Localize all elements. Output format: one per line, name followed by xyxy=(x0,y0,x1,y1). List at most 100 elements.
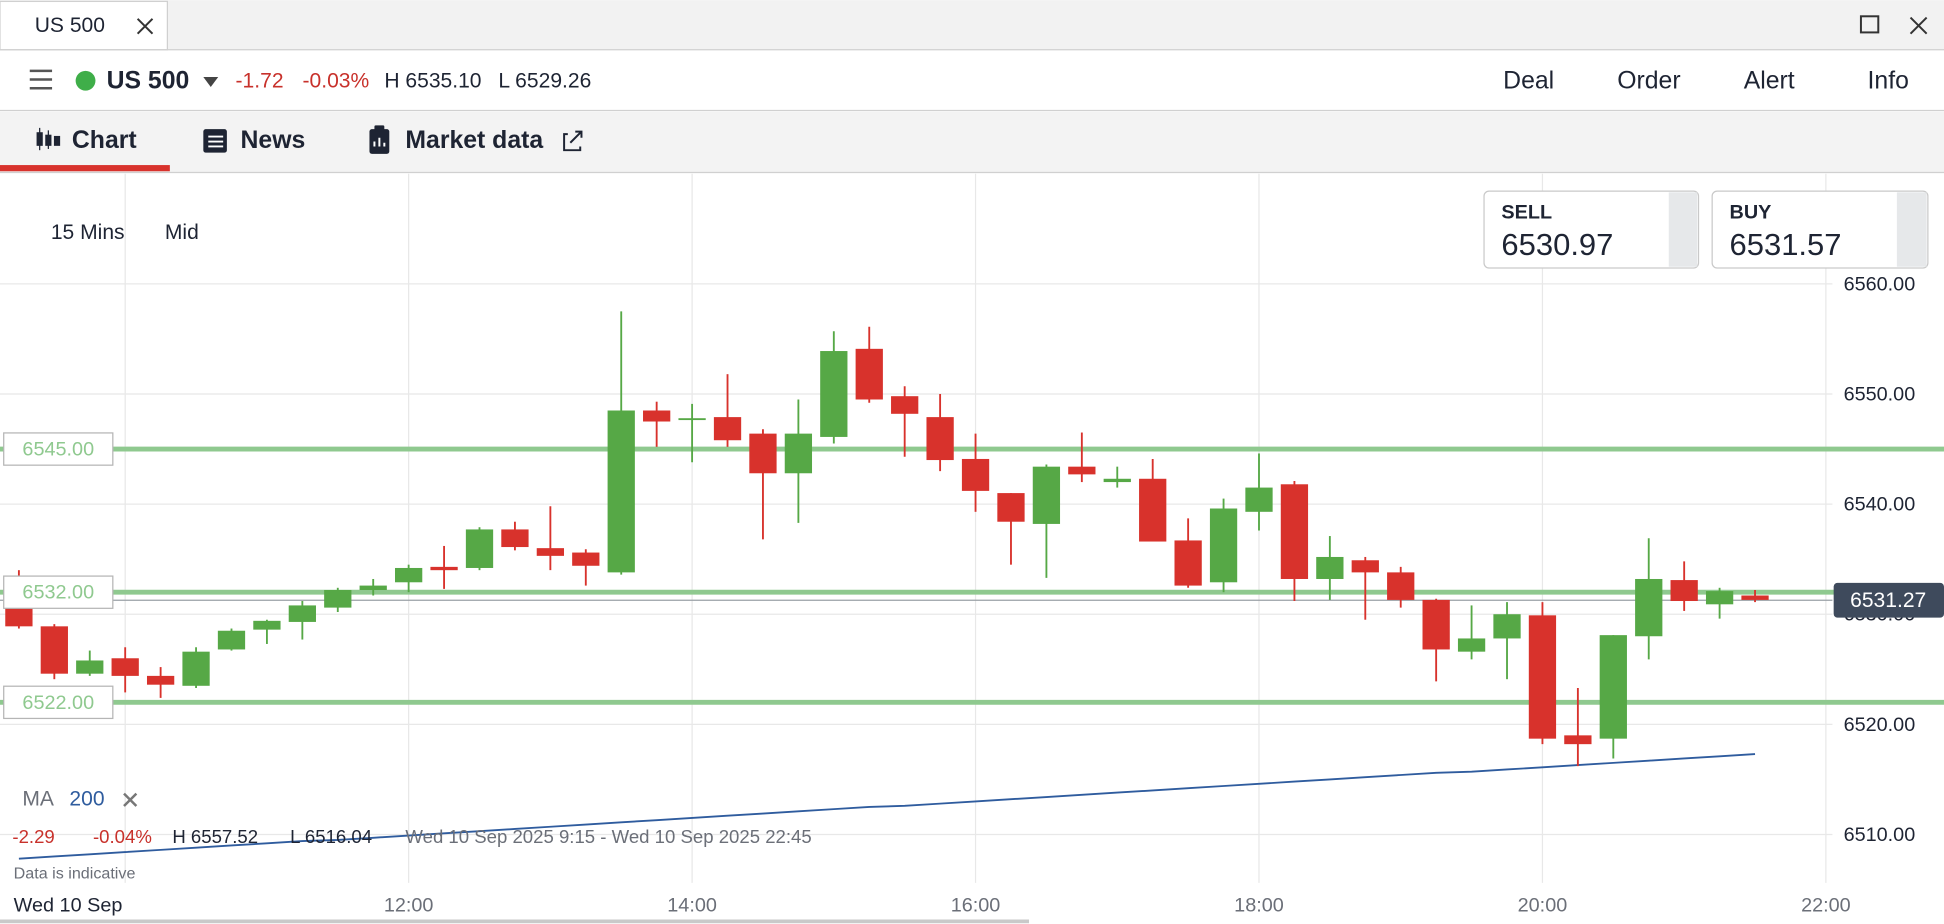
window-tab[interactable] xyxy=(0,0,168,51)
market-name[interactable]: US 500 xyxy=(107,68,190,95)
y-tick-label: 6510.00 xyxy=(1844,824,1916,846)
chart-tab-icon xyxy=(36,127,61,151)
candle-body xyxy=(1493,614,1521,639)
chart-plot: 6510.006520.006530.006540.006550.006560.… xyxy=(0,173,1944,917)
tab-bar xyxy=(0,111,1944,173)
candle-body xyxy=(288,605,316,622)
sell-label: SELL xyxy=(1501,202,1552,224)
price-level-tag xyxy=(3,575,114,609)
candle-body xyxy=(855,348,883,400)
menu-icon[interactable] xyxy=(29,69,53,90)
ma-period: 200 xyxy=(69,787,104,810)
market-dropdown[interactable] xyxy=(203,77,219,87)
candle-body xyxy=(891,396,919,414)
x-tick-label: 18:00 xyxy=(1234,895,1284,917)
x-tick-label: 16:00 xyxy=(951,895,1001,917)
maximize-icon[interactable] xyxy=(1859,15,1880,34)
candle-body xyxy=(1635,578,1663,637)
candle-body xyxy=(146,675,175,685)
candle-body xyxy=(713,417,742,441)
candle-body xyxy=(359,585,387,590)
price-level-tag xyxy=(3,432,114,466)
candle-body xyxy=(607,410,635,573)
remove-ma-icon[interactable] xyxy=(123,792,138,807)
order-button[interactable]: Order xyxy=(1617,68,1680,95)
chart-tab[interactable]: Chart xyxy=(72,127,137,154)
buy-label: BUY xyxy=(1730,202,1772,224)
buy-button[interactable] xyxy=(1711,190,1929,269)
candle-body xyxy=(1599,635,1627,739)
candle-body xyxy=(430,566,458,571)
candle-body xyxy=(253,620,281,630)
alert-button[interactable]: Alert xyxy=(1744,68,1795,95)
session-high: H 6535.10 xyxy=(384,70,481,93)
close-tab-icon[interactable] xyxy=(136,18,154,35)
deal-button[interactable]: Deal xyxy=(1503,68,1554,95)
sell-button[interactable] xyxy=(1483,190,1700,269)
active-tab-indicator xyxy=(0,165,170,172)
candle-body xyxy=(1280,484,1309,579)
candle-body xyxy=(1351,560,1379,573)
last-price-tag xyxy=(1833,582,1944,618)
change-pct: -0.03% xyxy=(303,70,370,93)
external-link-icon[interactable] xyxy=(563,130,583,152)
y-tick-label: 6540.00 xyxy=(1844,494,1916,516)
moving-average-line xyxy=(18,753,1756,860)
candle-body xyxy=(395,567,423,583)
change: -1.72 xyxy=(236,70,284,93)
interval-selector[interactable]: 15 Mins xyxy=(51,221,125,244)
window-tab-title: US 500 xyxy=(35,14,105,37)
candle-body xyxy=(1068,466,1096,475)
buy-price: 6531.57 xyxy=(1730,227,1842,262)
candle-body xyxy=(1209,508,1238,583)
candle-body xyxy=(997,493,1025,522)
candle-body xyxy=(1103,478,1131,483)
sell-button-strip xyxy=(1668,192,1698,267)
market-data-tab-icon xyxy=(369,125,390,154)
candle-body xyxy=(784,433,813,474)
candle-body xyxy=(501,529,529,548)
candle-body xyxy=(324,589,352,608)
price-type-selector[interactable]: Mid xyxy=(165,221,199,244)
candle-body xyxy=(40,626,68,674)
ma-label: MA xyxy=(22,787,54,810)
price-level-label: 6522.00 xyxy=(22,692,94,714)
candle-body xyxy=(1741,595,1769,600)
candle-body xyxy=(1174,540,1202,586)
candle-body xyxy=(820,351,848,437)
sell-price: 6530.97 xyxy=(1501,227,1613,262)
candle-body xyxy=(1032,466,1061,524)
price-level-label: 6532.00 xyxy=(22,582,94,604)
y-tick-label: 6550.00 xyxy=(1844,383,1916,405)
candle-body xyxy=(1139,478,1167,542)
candle-body xyxy=(217,630,246,650)
info-button[interactable]: Info xyxy=(1868,68,1909,95)
news-tab[interactable]: News xyxy=(241,127,306,154)
price-level-tag xyxy=(3,685,114,720)
candle-body xyxy=(182,651,210,686)
candle-body xyxy=(1457,638,1486,652)
candle-body xyxy=(111,658,139,676)
x-tick-label: 14:00 xyxy=(667,895,717,917)
candle-body xyxy=(926,417,954,461)
session-low: L 6529.26 xyxy=(498,70,591,93)
candle-body xyxy=(1528,615,1557,739)
market-data-tab[interactable]: Market data xyxy=(405,127,543,154)
candle-body xyxy=(1705,591,1734,605)
stats-change: -2.29 xyxy=(12,826,54,847)
x-tick-label: 22:00 xyxy=(1801,895,1851,917)
candle-body xyxy=(643,410,671,422)
stats-range: Wed 10 Sep 2025 9:15 - Wed 10 Sep 2025 2… xyxy=(405,826,811,847)
price-level-label: 6545.00 xyxy=(22,439,94,461)
y-tick-label: 6520.00 xyxy=(1844,714,1916,736)
x-axis-date-label: Wed 10 Sep xyxy=(14,895,123,917)
candle-body xyxy=(1316,556,1344,579)
y-tick-label: 6560.00 xyxy=(1844,273,1916,295)
news-tab-icon xyxy=(203,129,227,153)
stats-high: H 6557.52 xyxy=(172,826,258,847)
candle-body xyxy=(1245,487,1273,512)
candle-body xyxy=(1564,735,1592,745)
close-window-icon[interactable] xyxy=(1909,16,1928,35)
